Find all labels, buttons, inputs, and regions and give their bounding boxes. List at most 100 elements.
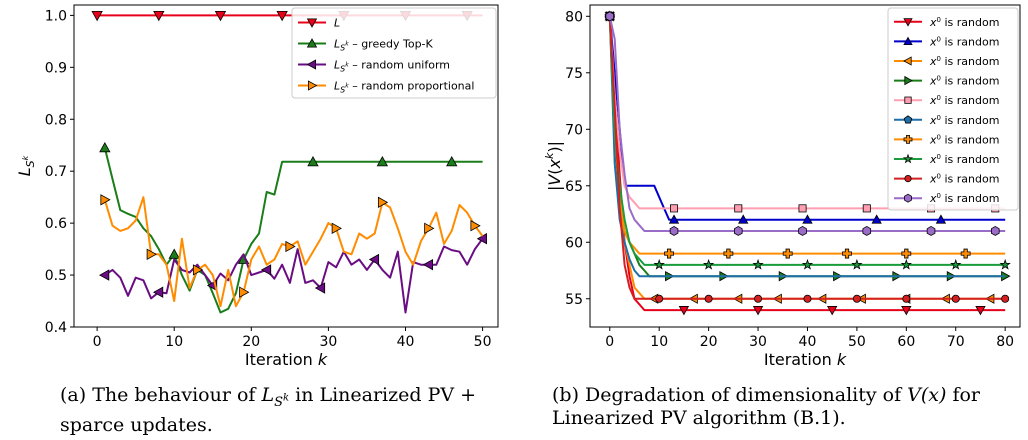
series-line bbox=[104, 238, 484, 314]
series-marker bbox=[782, 248, 793, 259]
series-marker bbox=[678, 306, 690, 316]
series-marker bbox=[951, 294, 960, 303]
legend-entry: x0 is random bbox=[894, 35, 999, 48]
series-marker bbox=[470, 220, 481, 232]
series-9 bbox=[605, 12, 1010, 303]
series-marker bbox=[902, 294, 911, 303]
caption-a-line2: sparce updates. bbox=[60, 413, 213, 436]
series-marker bbox=[862, 204, 871, 213]
legend-entry: x0 is random bbox=[894, 55, 999, 68]
legend-entry: LSk – random proportional bbox=[298, 80, 474, 95]
legend: x0 is random x0 is random x0 is random x0 i… bbox=[887, 7, 1019, 211]
legend-marker bbox=[903, 56, 912, 66]
series-marker bbox=[851, 258, 863, 270]
series-marker bbox=[842, 248, 852, 259]
series-marker bbox=[314, 282, 326, 294]
legend-label: x0 is random bbox=[929, 16, 999, 29]
legend-entry: x0 is random bbox=[894, 16, 999, 29]
series-marker bbox=[803, 294, 812, 303]
x-tick-label: 20 bbox=[700, 334, 718, 350]
series-marker bbox=[1001, 294, 1010, 303]
series-marker bbox=[704, 294, 713, 303]
series-4 bbox=[100, 194, 484, 308]
legend-label: x0 is random bbox=[929, 55, 999, 68]
legend-entry: LSk – random uniform bbox=[298, 59, 450, 74]
series-marker bbox=[99, 141, 111, 153]
series-marker bbox=[653, 258, 665, 270]
legend-marker bbox=[904, 175, 912, 183]
series-marker bbox=[152, 286, 164, 298]
series-marker bbox=[754, 294, 763, 303]
x-axis-label: Iteration k bbox=[764, 350, 847, 369]
x-tick-label: 50 bbox=[848, 334, 866, 350]
x-tick-label: 30 bbox=[319, 334, 337, 350]
series-marker bbox=[975, 306, 986, 316]
legend-entry: x0 is random bbox=[894, 133, 999, 146]
x-tick-label: 50 bbox=[474, 334, 492, 350]
series-marker bbox=[723, 248, 734, 259]
series-marker bbox=[798, 225, 807, 236]
caption-a-sup: k bbox=[283, 392, 290, 404]
caption-b-symbol: V(x) bbox=[907, 384, 947, 406]
series-3 bbox=[99, 233, 487, 314]
y-tick-label: 75 bbox=[565, 66, 583, 82]
legend: L LSk – greedy Top-K LSk – random uniform L… bbox=[291, 7, 497, 99]
series-marker bbox=[990, 225, 1000, 236]
legend-marker bbox=[902, 153, 914, 164]
series-marker bbox=[192, 264, 204, 276]
series-marker bbox=[669, 225, 679, 236]
series-marker bbox=[422, 258, 434, 271]
plot-frame bbox=[73, 4, 499, 328]
caption-b: (b) Degradation of dimensionality of V(x… bbox=[552, 384, 1022, 430]
series-line bbox=[103, 147, 483, 314]
series-marker bbox=[702, 258, 715, 270]
charts-canvas: 0 10 20 30 40 50 0.4 0.5 0.6 0.7 0.8 0.9 1.0 Iteratio… bbox=[15, 4, 1021, 369]
legend-label: L bbox=[334, 17, 340, 30]
legend-entry: LSk – greedy Top-K bbox=[298, 38, 434, 53]
legend-label: x0 is random bbox=[929, 153, 999, 166]
series-marker bbox=[802, 214, 813, 224]
legend-marker bbox=[903, 36, 913, 45]
series-marker bbox=[276, 10, 288, 22]
y-tick-label: 70 bbox=[565, 122, 583, 138]
caption-a: (a) The behaviour of LSk in Linearized P… bbox=[60, 384, 500, 437]
series-marker bbox=[733, 225, 743, 236]
y-tick-label: 60 bbox=[565, 235, 583, 251]
legend-label: LSk – greedy Top-K bbox=[334, 38, 434, 53]
y-tick-label: 0.4 bbox=[45, 320, 67, 336]
caption-b-line1: (b) Degradation of dimensionality of V(x… bbox=[552, 384, 981, 406]
legend-entry: x0 is random bbox=[894, 173, 999, 186]
y-tick-label: 55 bbox=[565, 292, 583, 308]
series-marker bbox=[738, 214, 749, 224]
y-tick-label: 0.7 bbox=[45, 164, 67, 180]
series-marker bbox=[926, 225, 936, 236]
legend-label: LSk – random uniform bbox=[334, 59, 450, 74]
legend-entry: x0 is random bbox=[894, 94, 999, 107]
series-marker bbox=[862, 225, 872, 236]
y-axis-label: |V(xk)| bbox=[543, 141, 564, 191]
series-marker bbox=[285, 240, 296, 253]
series-marker bbox=[424, 222, 435, 235]
x-tick-label: 40 bbox=[799, 334, 817, 350]
x-axis-label: Iteration k bbox=[245, 350, 328, 369]
legend-box bbox=[291, 7, 497, 99]
series-marker bbox=[960, 248, 971, 259]
legend-marker bbox=[904, 193, 912, 203]
series-marker bbox=[100, 194, 111, 206]
series-line bbox=[608, 16, 1006, 278]
series-marker bbox=[752, 258, 764, 270]
series-marker bbox=[377, 196, 389, 209]
y-tick-label: 1.0 bbox=[45, 8, 67, 24]
series-marker bbox=[446, 156, 458, 167]
y-tick-label: 65 bbox=[565, 179, 583, 195]
legend-entry: x0 is random bbox=[894, 114, 999, 127]
series-marker bbox=[827, 306, 838, 316]
series-marker bbox=[168, 248, 180, 259]
x-tick-label: 80 bbox=[996, 334, 1014, 350]
series-line bbox=[103, 196, 484, 308]
series-marker bbox=[900, 258, 912, 270]
series-marker bbox=[950, 258, 962, 270]
series-marker bbox=[664, 248, 674, 259]
x-tick-label: 0 bbox=[605, 334, 614, 350]
legend-marker bbox=[306, 18, 318, 28]
